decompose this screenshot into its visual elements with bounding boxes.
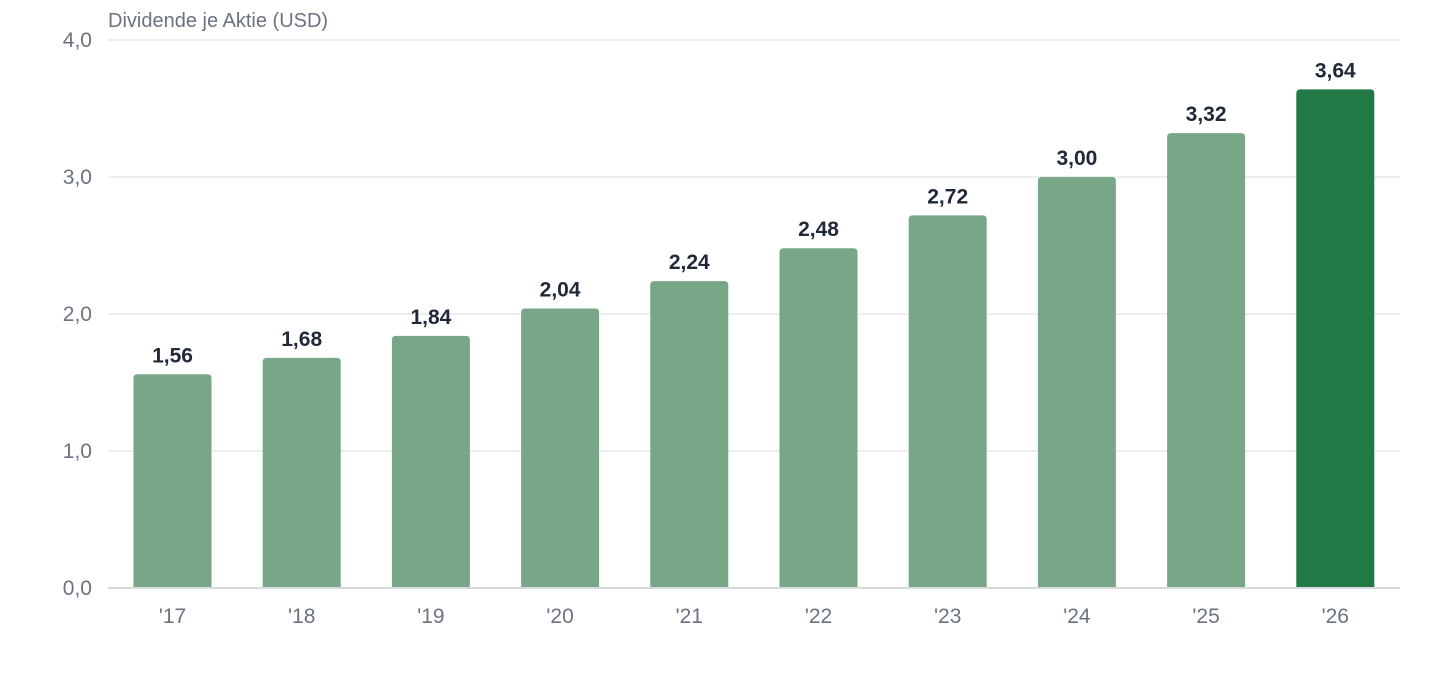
bar-value-label: 1,68: [281, 328, 322, 351]
bars: [133, 89, 1375, 589]
y-axis-ticks: 0,0 1,0 2,0 3,0 4,0: [63, 29, 92, 600]
bar: [262, 357, 341, 588]
x-tick-label: '21: [676, 605, 703, 628]
bar: [908, 215, 987, 589]
bar: [391, 335, 470, 588]
x-tick-label: '26: [1322, 605, 1349, 628]
x-tick-label: '20: [546, 605, 573, 628]
bar-value-label: 2,24: [669, 251, 710, 274]
x-tick-label: '23: [934, 605, 961, 628]
bar-value-label: 3,00: [1056, 147, 1097, 170]
x-tick-label: '24: [1063, 605, 1091, 628]
data-labels: 1,56 1,68 1,84 2,04 2,24 2,48 2,72 3,00 3,32 3,64: [152, 59, 1356, 367]
y-tick-label: 1,0: [63, 440, 92, 463]
bar: [1037, 177, 1116, 588]
bar: [779, 248, 858, 589]
bar-value-label: 3,64: [1315, 59, 1356, 82]
x-tick-label: '25: [1192, 605, 1219, 628]
x-tick-label: '22: [805, 605, 832, 628]
bar: [650, 281, 729, 588]
x-tick-label: '19: [417, 605, 444, 628]
y-tick-label: 2,0: [63, 303, 92, 326]
bar: [1296, 89, 1375, 588]
bar-value-label: 1,84: [410, 306, 451, 329]
bar-value-label: 2,72: [927, 185, 968, 208]
x-tick-label: '18: [288, 605, 315, 628]
bar-value-label: 1,56: [152, 344, 193, 367]
bar-value-label: 2,04: [540, 279, 581, 302]
x-axis-ticks: '17 '18 '19 '20 '21 '22 '23 '24 '25 '26: [159, 605, 1349, 628]
y-tick-label: 4,0: [63, 29, 92, 52]
bar: [521, 308, 600, 588]
y-tick-label: 3,0: [63, 166, 92, 189]
bar: [1167, 133, 1246, 588]
bar-value-label: 2,48: [798, 218, 839, 241]
y-tick-label: 0,0: [63, 577, 92, 600]
y-axis-label: Dividende je Aktie (USD): [108, 10, 328, 32]
bar-value-label: 3,32: [1186, 103, 1227, 126]
x-tick-label: '17: [159, 605, 186, 628]
bar: [133, 374, 212, 588]
